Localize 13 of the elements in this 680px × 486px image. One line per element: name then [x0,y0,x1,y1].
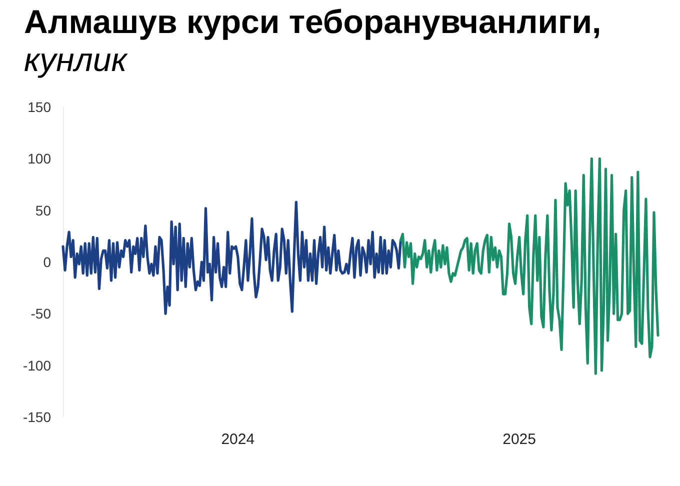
y-tick-label: 150 [28,99,52,115]
chart-title: Алмашув курси теборанувчанлиги, [24,3,602,40]
chart-subtitle: кунлик [24,41,128,78]
line-series [62,200,402,315]
x-tick-label: 2025 [502,431,536,448]
y-tick-label: -150 [22,409,52,425]
y-tick-label: -50 [30,306,52,322]
y-tick-label: 0 [43,254,52,270]
y-tick-label: 100 [28,150,52,167]
x-tick-label: 2024 [221,431,255,448]
y-tick-label: -100 [22,357,52,374]
y-tick-label: 50 [35,202,52,218]
line-series [399,157,660,375]
